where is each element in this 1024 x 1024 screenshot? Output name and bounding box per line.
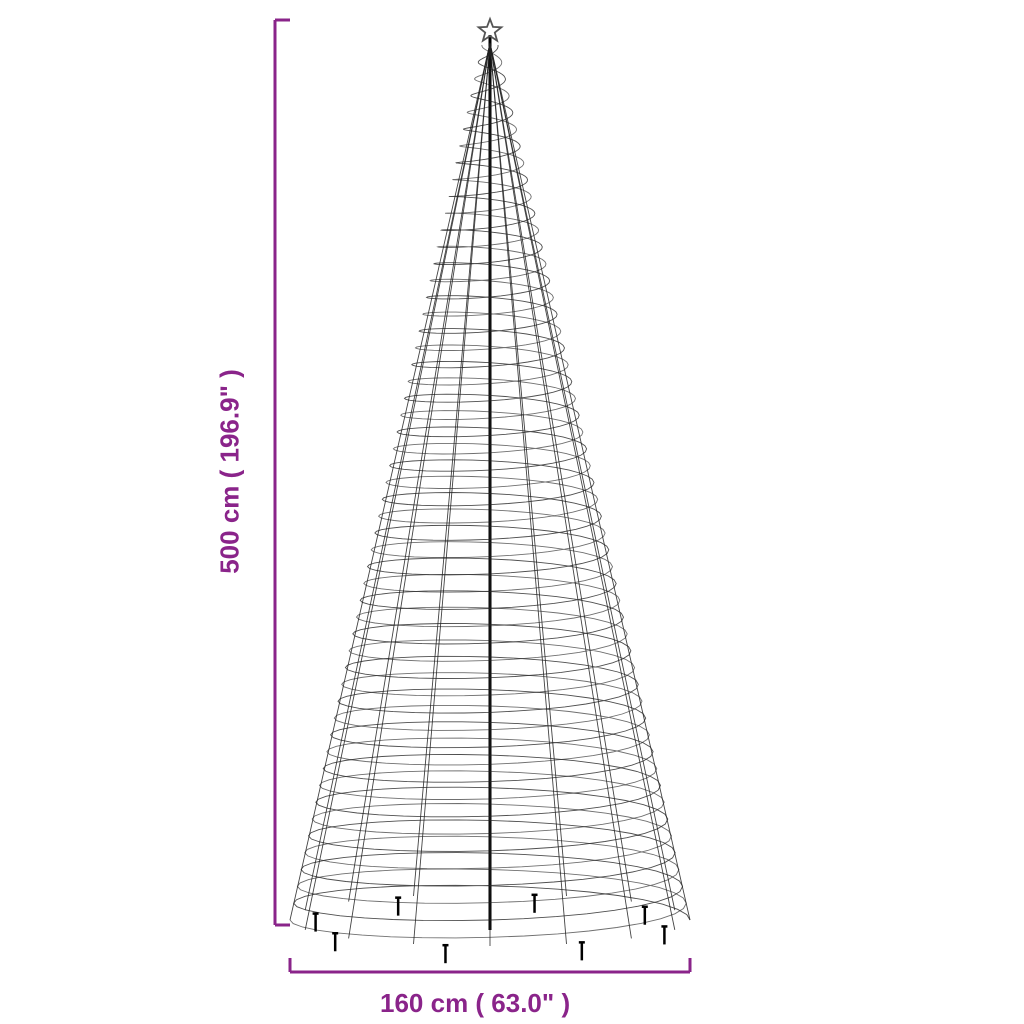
diagram-svg (0, 0, 1024, 1024)
height-dimension-label: 500 cm ( 196.9" ) (215, 352, 246, 592)
diagram-canvas: 500 cm ( 196.9" ) 160 cm ( 63.0" ) (0, 0, 1024, 1024)
width-dimension-label: 160 cm ( 63.0" ) (380, 988, 570, 1019)
